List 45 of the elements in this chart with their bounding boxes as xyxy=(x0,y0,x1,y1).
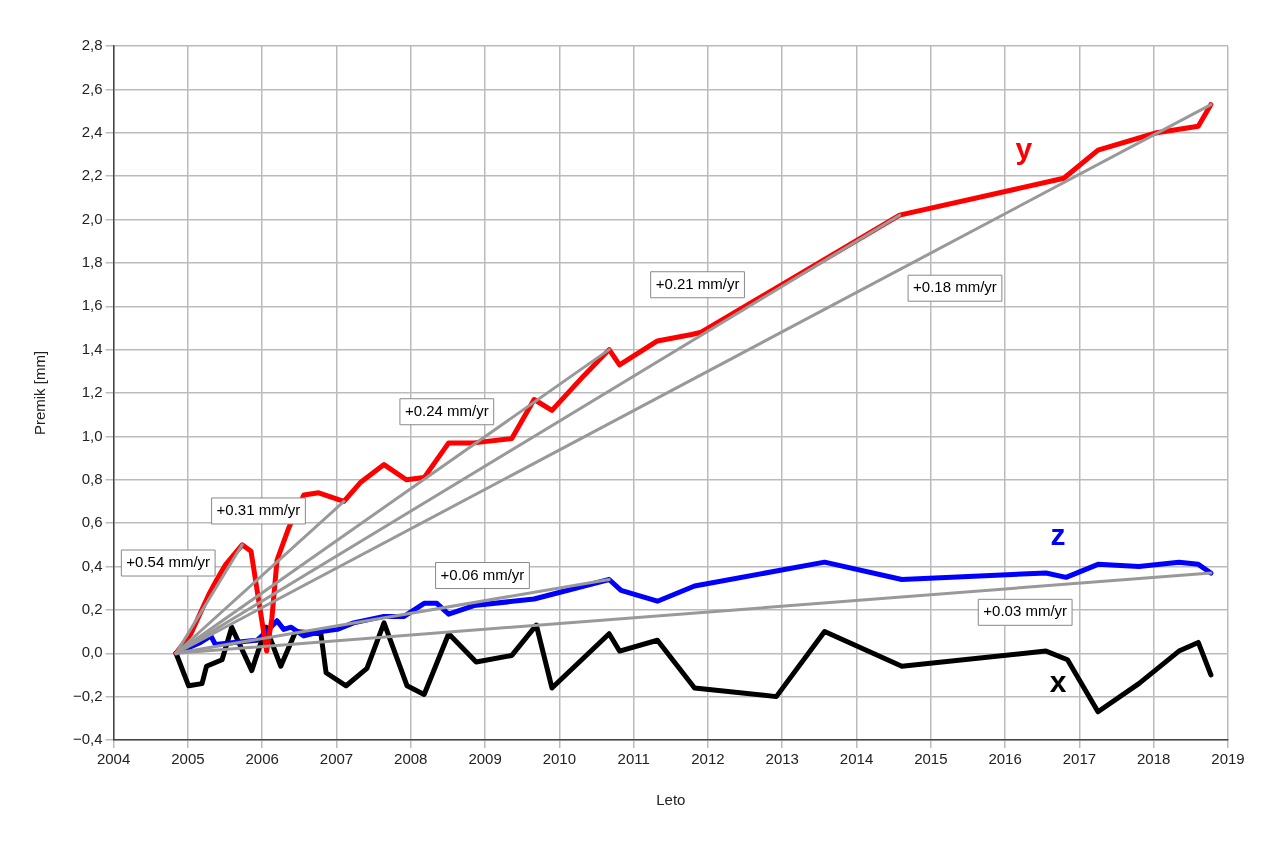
x-tick-label: 2012 xyxy=(691,750,725,768)
y-tick-label: 1,4 xyxy=(81,339,103,357)
annotation: +0.24 mm/yr xyxy=(404,401,489,419)
y-tick-label: 0,4 xyxy=(81,556,103,574)
y-tick-label: 2,0 xyxy=(81,209,103,227)
y-tick-label: 0,0 xyxy=(81,643,103,661)
x-tick-label: 2011 xyxy=(617,750,650,768)
series-label: z xyxy=(1050,517,1066,551)
series-label: y xyxy=(1015,131,1033,165)
x-tick-label: 2009 xyxy=(468,750,502,768)
annotation: +0.03 mm/yr xyxy=(983,602,1068,620)
x-tick-label: 2007 xyxy=(319,750,354,768)
annotation: +0.06 mm/yr xyxy=(440,565,525,583)
y-tick-label: 0,2 xyxy=(81,600,103,618)
y-tick-label: −0,4 xyxy=(72,730,103,748)
x-tick-label: 2005 xyxy=(171,750,205,768)
x-tick-label: 2004 xyxy=(96,750,131,768)
x-tick-label: 2015 xyxy=(914,750,948,768)
x-tick-label: 2018 xyxy=(1137,750,1171,768)
x-tick-label: 2016 xyxy=(988,750,1022,768)
y-tick-label: 0,6 xyxy=(81,513,103,531)
y-tick-label: 0,8 xyxy=(81,469,103,487)
x-tick-label: 2019 xyxy=(1211,750,1245,768)
x-tick-label: 2014 xyxy=(839,750,874,768)
annotation: +0.31 mm/yr xyxy=(216,501,301,519)
y-tick-label: 1,2 xyxy=(81,383,103,401)
y-tick-label: 2,6 xyxy=(81,79,103,97)
x-tick-label: 2013 xyxy=(765,750,799,768)
annotation: +0.54 mm/yr xyxy=(126,553,211,571)
annotation: +0.18 mm/yr xyxy=(913,278,997,296)
annotation: +0.21 mm/yr xyxy=(655,274,740,292)
y-axis-title: Premik [mm] xyxy=(31,350,49,436)
y-tick-label: 1,8 xyxy=(81,253,103,271)
x-tick-label: 2006 xyxy=(245,750,279,768)
y-tick-label: 2,2 xyxy=(81,166,103,184)
y-tick-label: −0,2 xyxy=(72,686,103,704)
x-axis-title: Leto xyxy=(656,791,686,809)
y-tick-label: 1,6 xyxy=(81,296,103,314)
y-tick-label: 1,0 xyxy=(81,426,103,444)
x-tick-label: 2017 xyxy=(1062,750,1097,768)
x-tick-label: 2010 xyxy=(542,750,577,768)
y-tick-label: 2,4 xyxy=(81,122,103,140)
y-tick-label: 2,8 xyxy=(81,36,103,54)
x-tick-label: 2008 xyxy=(394,750,428,768)
series-label: x xyxy=(1049,665,1067,699)
